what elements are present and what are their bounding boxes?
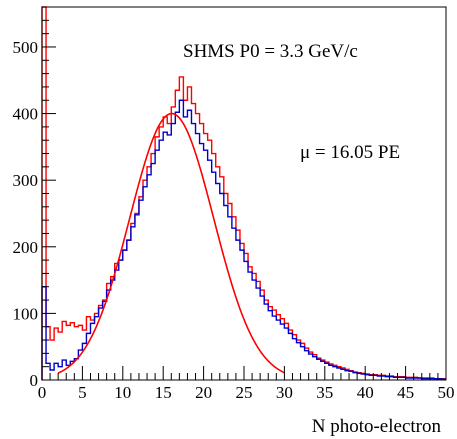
- x-tick-label: 30: [276, 383, 293, 402]
- x-tick-label: 5: [78, 383, 87, 402]
- x-tick-label: 40: [357, 383, 374, 402]
- x-tick-label: 25: [236, 383, 253, 402]
- x-tick-label: 45: [397, 383, 414, 402]
- x-tick-label: 10: [114, 383, 131, 402]
- x-tick-label: 15: [155, 383, 172, 402]
- gaussian-fit-curve: [57, 112, 285, 374]
- y-axis: 0 100 200 300 400 500: [13, 19, 56, 390]
- x-tick-label: 0: [38, 383, 47, 402]
- x-axis: 0 5 10 15 20 25 30 35 40 45 50: [38, 366, 455, 402]
- annotation-mean-pe: μ = 16.05 PE: [300, 142, 400, 163]
- y-tick-label: 300: [13, 171, 39, 190]
- y-tick-label: 100: [13, 304, 39, 323]
- annotation-momentum: SHMS P0 = 3.3 GeV/c: [183, 41, 358, 62]
- y-tick-label: 500: [13, 38, 39, 57]
- histogram-series-0: [41, 6, 446, 380]
- x-tick-label: 20: [195, 383, 212, 402]
- plot-frame: [41, 6, 447, 381]
- y-tick-label: 200: [13, 238, 39, 257]
- x-axis-label: N photo-electron: [312, 416, 442, 437]
- x-tick-label: 35: [316, 383, 333, 402]
- plot-area: [41, 6, 446, 381]
- x-tick-label: 50: [438, 383, 455, 402]
- y-tick-label: 0: [30, 371, 39, 390]
- y-tick-label: 400: [13, 105, 39, 124]
